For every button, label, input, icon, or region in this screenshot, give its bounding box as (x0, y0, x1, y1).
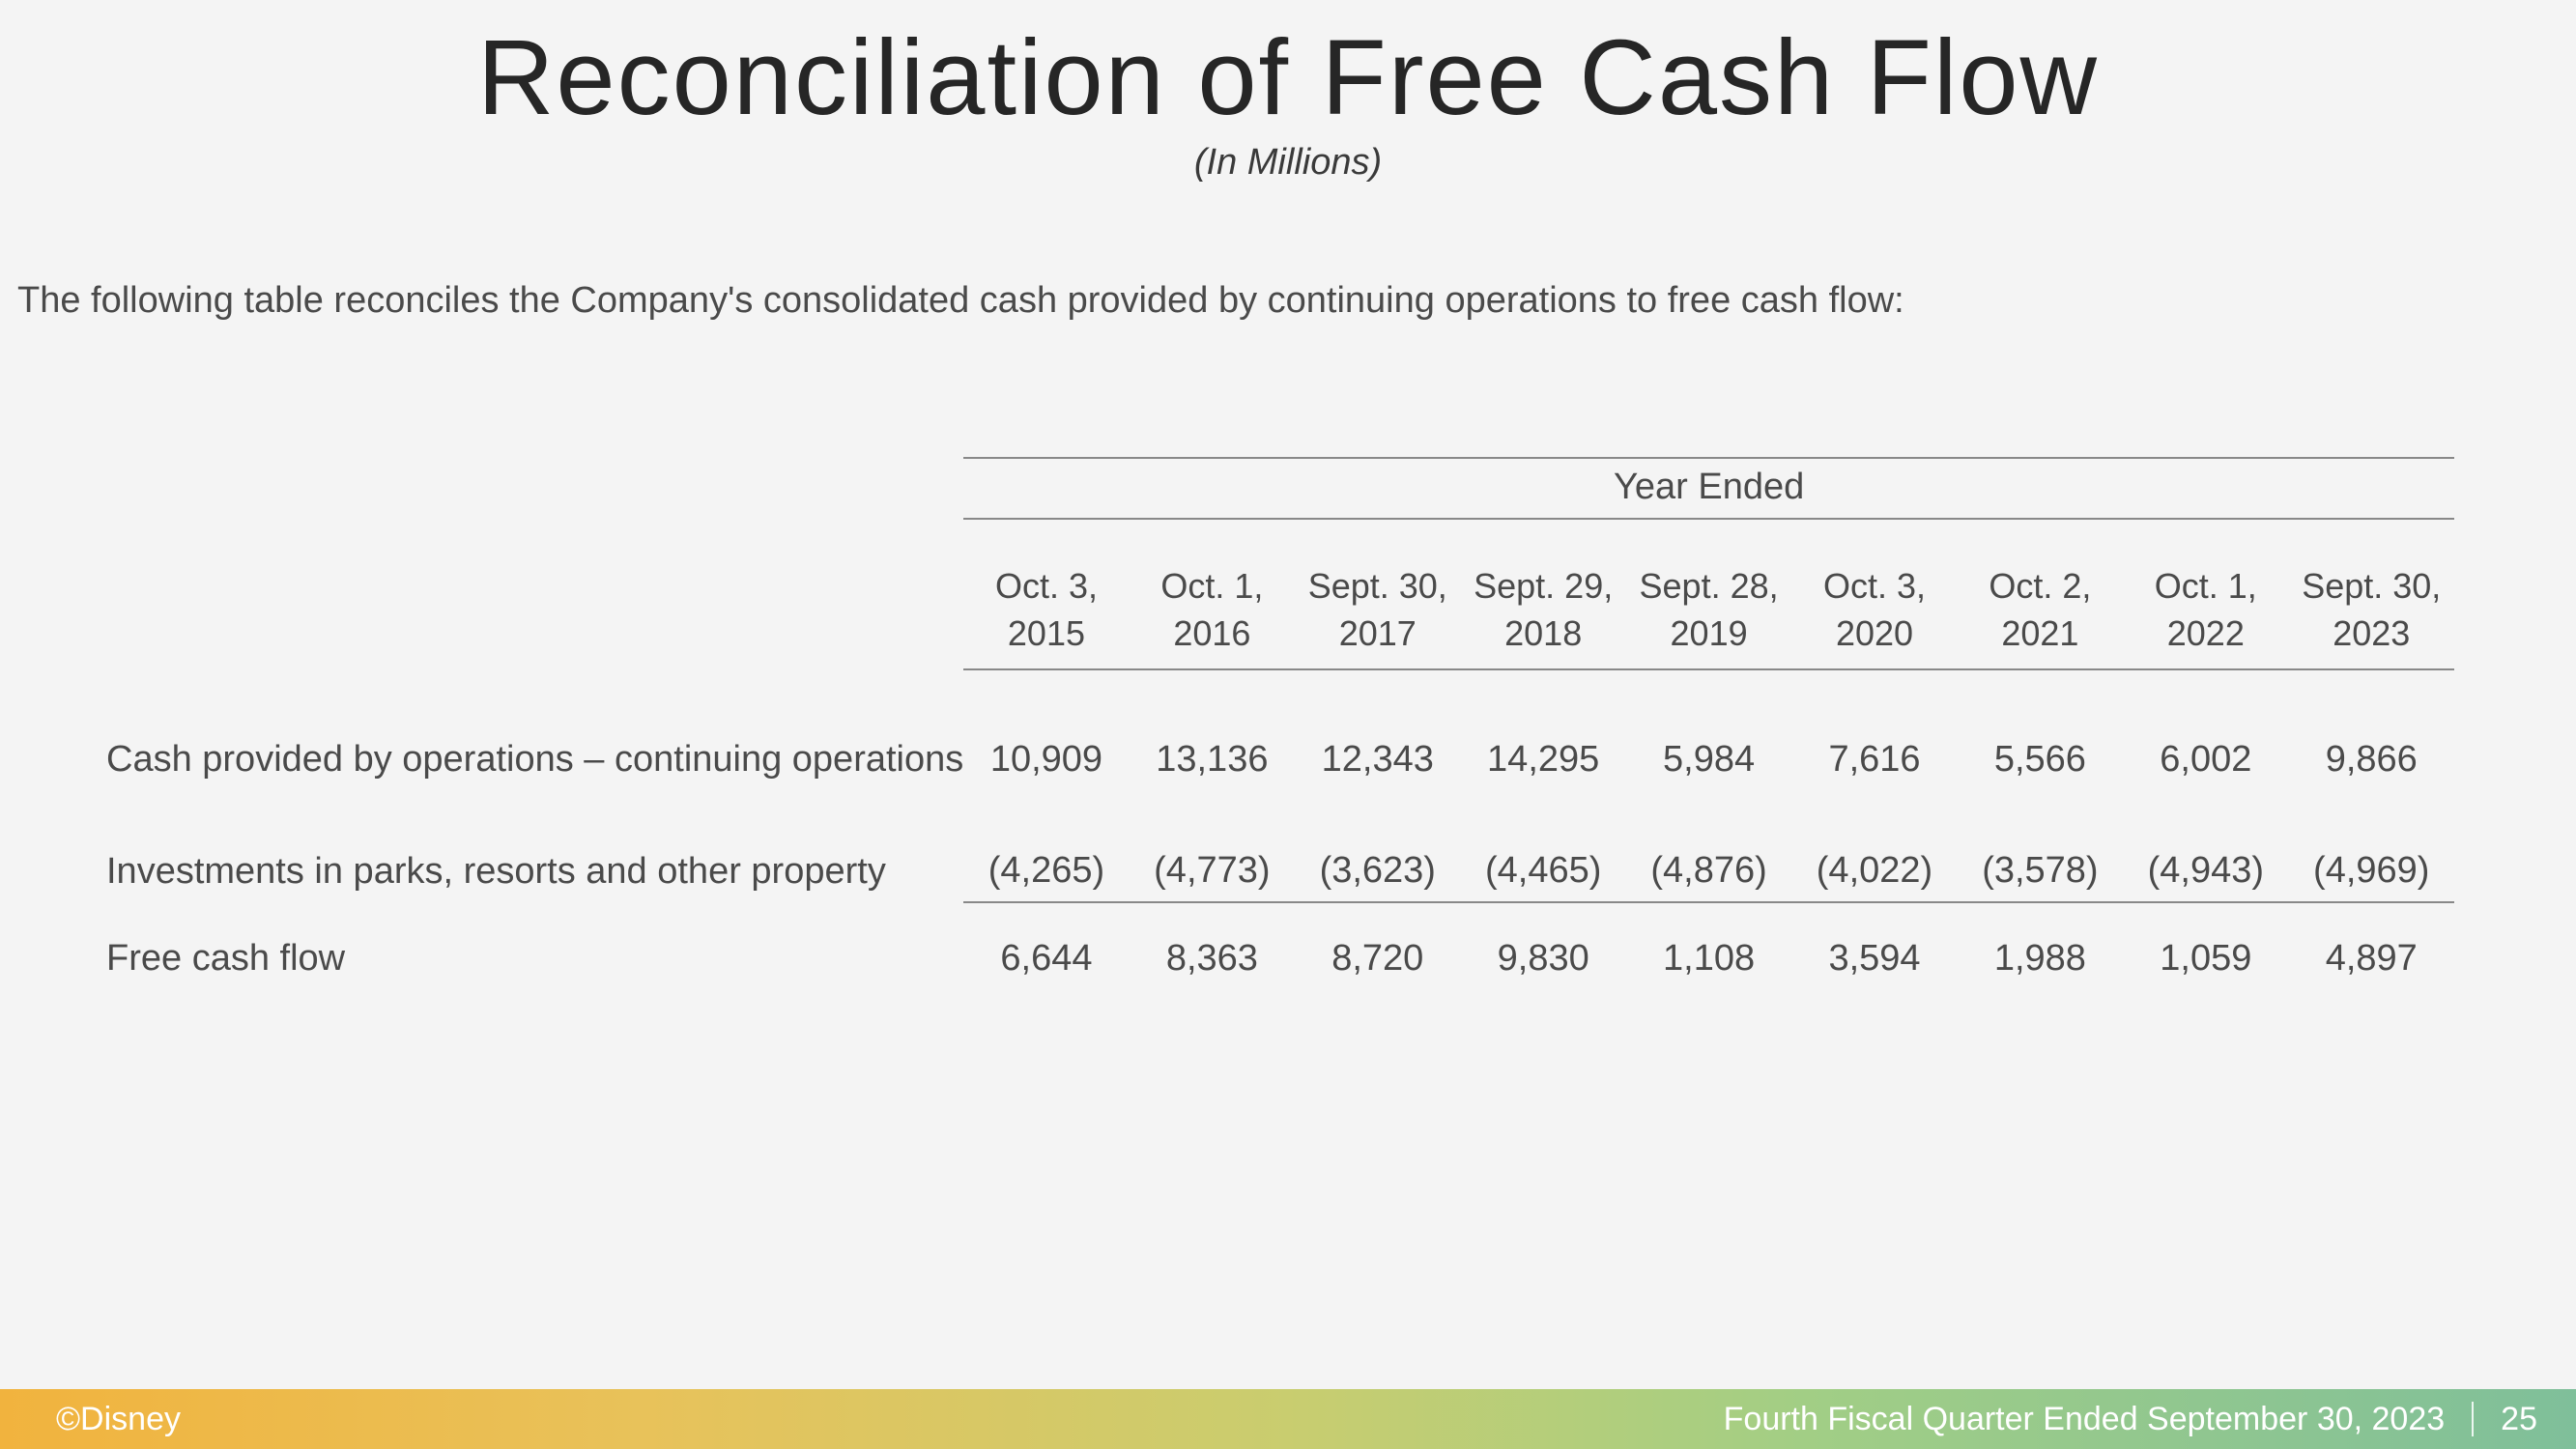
year-ended-header: Year Ended (963, 458, 2454, 519)
cell: 7,616 (1791, 704, 1957, 815)
col-header: Oct. 3, 2020 (1791, 554, 1957, 669)
cell: 12,343 (1295, 704, 1460, 815)
column-header-row: Oct. 3, 2015 Oct. 1, 2016 Sept. 30, 2017… (106, 554, 2454, 669)
col-header: Oct. 3, 2015 (963, 554, 1129, 669)
cell: 13,136 (1130, 704, 1295, 815)
table-corner-empty (106, 458, 963, 519)
reconciliation-table: Year Ended Oct. 3, 2015 Oct. 1, 2016 Sep… (106, 457, 2454, 1014)
cell: (4,465) (1460, 815, 1625, 902)
footer-divider (2472, 1402, 2474, 1436)
cell: 9,830 (1460, 902, 1625, 1014)
cell: 6,002 (2123, 704, 2288, 815)
cell: 8,720 (1295, 902, 1460, 1014)
cell: (4,022) (1791, 815, 1957, 902)
cell: (4,265) (963, 815, 1129, 902)
footer-period: Fourth Fiscal Quarter Ended September 30… (1724, 1401, 2446, 1438)
cell: 5,984 (1626, 704, 1791, 815)
col-header: Sept. 30, 2023 (2289, 554, 2455, 669)
table-row: Cash provided by operations – continuing… (106, 704, 2454, 815)
cell: 8,363 (1130, 902, 1295, 1014)
page-subtitle: (In Millions) (0, 142, 2576, 184)
cell: (4,773) (1130, 815, 1295, 902)
row-label: Cash provided by operations – continuing… (106, 704, 963, 815)
cell: (4,943) (2123, 815, 2288, 902)
col-header: Oct. 1, 2016 (1130, 554, 1295, 669)
cell: 1,108 (1626, 902, 1791, 1014)
table-row: Investments in parks, resorts and other … (106, 815, 2454, 902)
cell: (3,623) (1295, 815, 1460, 902)
cell: 10,909 (963, 704, 1129, 815)
cell: 3,594 (1791, 902, 1957, 1014)
cell: 14,295 (1460, 704, 1625, 815)
slide: Reconciliation of Free Cash Flow (In Mil… (0, 0, 2576, 1449)
row-label: Investments in parks, resorts and other … (106, 815, 963, 902)
cell: 4,897 (2289, 902, 2455, 1014)
cell: 1,988 (1958, 902, 2123, 1014)
row-label-header-empty (106, 554, 963, 669)
table-row: Free cash flow 6,644 8,363 8,720 9,830 1… (106, 902, 2454, 1014)
col-header: Oct. 2, 2021 (1958, 554, 2123, 669)
cell: 6,644 (963, 902, 1129, 1014)
cell: 1,059 (2123, 902, 2288, 1014)
cell: (4,876) (1626, 815, 1791, 902)
cell: (4,969) (2289, 815, 2455, 902)
footer-page-number: 25 (2501, 1401, 2537, 1438)
cell: 5,566 (1958, 704, 2123, 815)
page-title: Reconciliation of Free Cash Flow (0, 19, 2576, 136)
col-header: Sept. 28, 2019 (1626, 554, 1791, 669)
cell: (3,578) (1958, 815, 2123, 902)
intro-text: The following table reconciles the Compa… (17, 280, 2576, 322)
cell: 9,866 (2289, 704, 2455, 815)
col-header: Sept. 30, 2017 (1295, 554, 1460, 669)
footer-right: Fourth Fiscal Quarter Ended September 30… (1724, 1401, 2537, 1438)
col-header: Oct. 1, 2022 (2123, 554, 2288, 669)
row-label: Free cash flow (106, 902, 963, 1014)
col-header: Sept. 29, 2018 (1460, 554, 1625, 669)
slide-footer: ©Disney Fourth Fiscal Quarter Ended Sept… (0, 1389, 2576, 1449)
footer-copyright: ©Disney (56, 1401, 181, 1438)
